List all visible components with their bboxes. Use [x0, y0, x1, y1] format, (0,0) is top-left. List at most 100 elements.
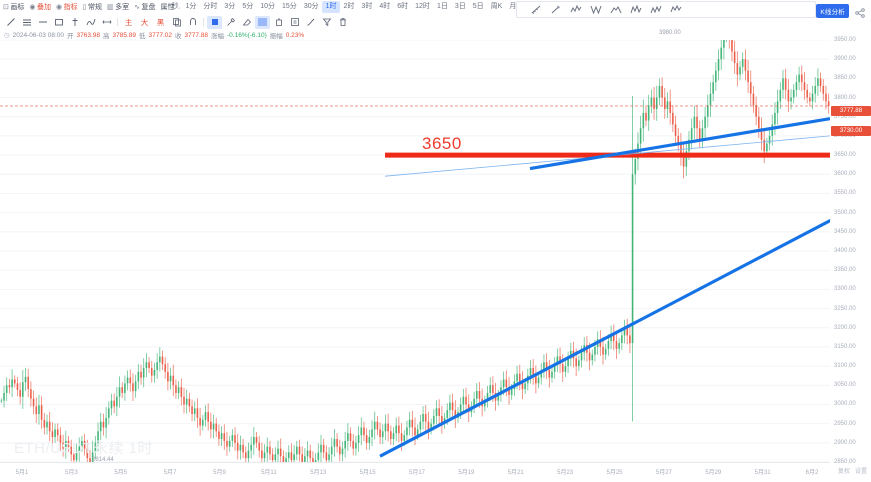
wave-n-icon[interactable]: [647, 2, 665, 17]
period-tab-13[interactable]: 12时: [415, 3, 430, 11]
x-tick-label: 5月17: [408, 470, 426, 476]
toolbar-item-normal[interactable]: ▯ 常规: [82, 2, 103, 12]
line-icon[interactable]: [3, 16, 18, 29]
ohlc-datetime: 2024-06-03 08:00: [12, 31, 64, 39]
period-tab-4[interactable]: 5分: [242, 3, 254, 11]
circle-icon: ◉: [55, 3, 63, 11]
y-tick-label: 3350.00: [834, 267, 856, 274]
x-tick-label: 5月27: [655, 470, 672, 476]
y-tick-label: 2950.00: [834, 420, 856, 427]
trend-pencil-icon[interactable]: [527, 2, 545, 17]
parallel-lines-icon[interactable]: [19, 16, 34, 29]
period-tab-0[interactable]: 秒: [171, 3, 179, 11]
price-chart-plot[interactable]: [0, 40, 830, 462]
eraser-icon[interactable]: [239, 16, 254, 29]
mountain-icon[interactable]: [607, 2, 625, 17]
period-tab-5[interactable]: 10分: [260, 3, 276, 11]
toolbar-item-indicator[interactable]: ◉ 指标: [55, 2, 79, 12]
toolbar-item-multipane[interactable]: ▥ 多室: [106, 2, 130, 12]
toolbar-item-properties[interactable]: 属性 ⌄: [159, 2, 182, 12]
wave-m-icon[interactable]: [627, 2, 645, 17]
y-tick-label: 3950.00: [834, 37, 856, 43]
share-icon[interactable]: [855, 5, 865, 23]
ohlc-open-value: 3763.98: [76, 31, 101, 39]
curve-icon[interactable]: [83, 16, 98, 29]
period-tab-8[interactable]: 1时: [322, 1, 341, 13]
magnet-icon[interactable]: [185, 16, 200, 29]
rectangle-icon[interactable]: [51, 16, 66, 29]
filter-icon[interactable]: [319, 16, 334, 29]
toolbar-label: 复盘: [141, 4, 156, 11]
fill-square-icon[interactable]: [207, 15, 222, 29]
ohlc-close-label: 收: [175, 33, 182, 40]
period-tab-18[interactable]: 月K: [506, 1, 525, 12]
period-tab-14[interactable]: 1日: [436, 3, 448, 11]
toolbar-item-overlay[interactable]: ◉ 叠加: [28, 2, 52, 12]
period-tab-16[interactable]: 5日: [472, 3, 484, 11]
toolbar-label: 画标: [10, 4, 25, 11]
high-price-marker: 3980.00: [659, 30, 681, 36]
x-tick-label: 5月5: [114, 470, 128, 476]
chart-watermark: ETH/USDT永续 1时: [14, 440, 154, 457]
wave-mm-icon[interactable]: [667, 2, 685, 17]
toolbar-item-crosshair[interactable]: ⊡ 画标: [2, 2, 25, 12]
note-icon[interactable]: [287, 16, 302, 29]
period-tab-6[interactable]: 15分: [282, 3, 297, 11]
settings-button[interactable]: 设置: [855, 469, 868, 475]
period-tab-17[interactable]: 周K: [490, 3, 503, 11]
text-tool-da[interactable]: 大: [140, 17, 149, 27]
highlighter-icon[interactable]: [547, 2, 565, 17]
period-tab-2[interactable]: 分时: [203, 3, 218, 11]
x-tick-label: 5月23: [557, 470, 574, 476]
adjust-button[interactable]: 复权: [838, 469, 851, 475]
period-tab-1[interactable]: 1分: [185, 3, 197, 11]
candle-icon: ▯: [82, 3, 87, 11]
ohlc-change-label: 涨幅: [211, 33, 224, 40]
toolbar-label: 常规: [87, 4, 102, 11]
y-tick-label: 3100.00: [834, 363, 856, 370]
chevron-down-icon: ⌄: [175, 4, 182, 11]
date-axis[interactable]: 5月1 5月3 5月5 5月7 5月9 5月11 5月13 5月15 5月17 5月19 5月21 5…: [0, 462, 830, 482]
period-tab-15[interactable]: 3日: [454, 3, 466, 11]
toolbar-item-replay[interactable]: ∿ 复盘: [133, 2, 156, 12]
period-tab-7[interactable]: 30分: [303, 3, 319, 11]
trash-icon[interactable]: [335, 16, 350, 29]
horizontal-line-icon[interactable]: [35, 16, 50, 29]
wave-icon: ∿: [134, 3, 140, 11]
text-tool-hei[interactable]: 黑: [156, 17, 165, 27]
period-tab-9[interactable]: 2时: [343, 3, 355, 11]
ohlc-amplitude-label: 振幅: [269, 33, 283, 40]
y-tick-label: 3200.00: [834, 324, 856, 331]
wave-abc-icon[interactable]: [567, 2, 585, 17]
y-tick-label: 3050.00: [834, 382, 856, 389]
eyedropper-icon[interactable]: [223, 16, 238, 29]
price-axis[interactable]: 3950.003900.003850.003800.003750.003700.…: [830, 37, 871, 465]
y-tick-label: 3300.00: [834, 286, 856, 293]
period-tab-3[interactable]: 3分: [224, 3, 236, 11]
x-tick-label: 5月31: [754, 470, 771, 476]
brush-icon[interactable]: [303, 16, 318, 29]
x-tick-label: 5月19: [458, 470, 475, 476]
fib-icon[interactable]: [255, 15, 270, 29]
drawing-tools-panel: [516, 1, 816, 18]
arrow-icon[interactable]: [99, 16, 114, 29]
layout-icon: ▥: [106, 3, 114, 11]
wave-w-icon[interactable]: [587, 2, 605, 17]
period-tab-10[interactable]: 3时: [361, 3, 373, 11]
period-tab-12[interactable]: 6时: [397, 3, 409, 11]
kline-analysis-button[interactable]: K线分析: [816, 4, 849, 18]
ohlc-amplitude-value: 0.23%: [285, 31, 305, 39]
copy-icon[interactable]: [169, 16, 184, 29]
y-tick-label: 3400.00: [834, 248, 856, 254]
ohlc-info-bar: ◷ 2024-06-03 08:00 开 3763.98 高 3785.89 低…: [4, 30, 305, 41]
text-tool-zhu[interactable]: 主: [124, 17, 133, 27]
crosshair-icon: ⊡: [3, 3, 9, 11]
low-price-marker: 2814.44: [92, 457, 114, 463]
ohlc-low-label: 低: [139, 33, 146, 40]
period-tab-11[interactable]: 4时: [379, 3, 391, 11]
cross-icon[interactable]: [67, 16, 82, 29]
ohlc-open-label: 开: [67, 33, 74, 40]
toolbar-label: 叠加: [36, 4, 51, 11]
ohlc-high-label: 高: [103, 33, 110, 40]
trash-small-icon[interactable]: [271, 16, 286, 29]
